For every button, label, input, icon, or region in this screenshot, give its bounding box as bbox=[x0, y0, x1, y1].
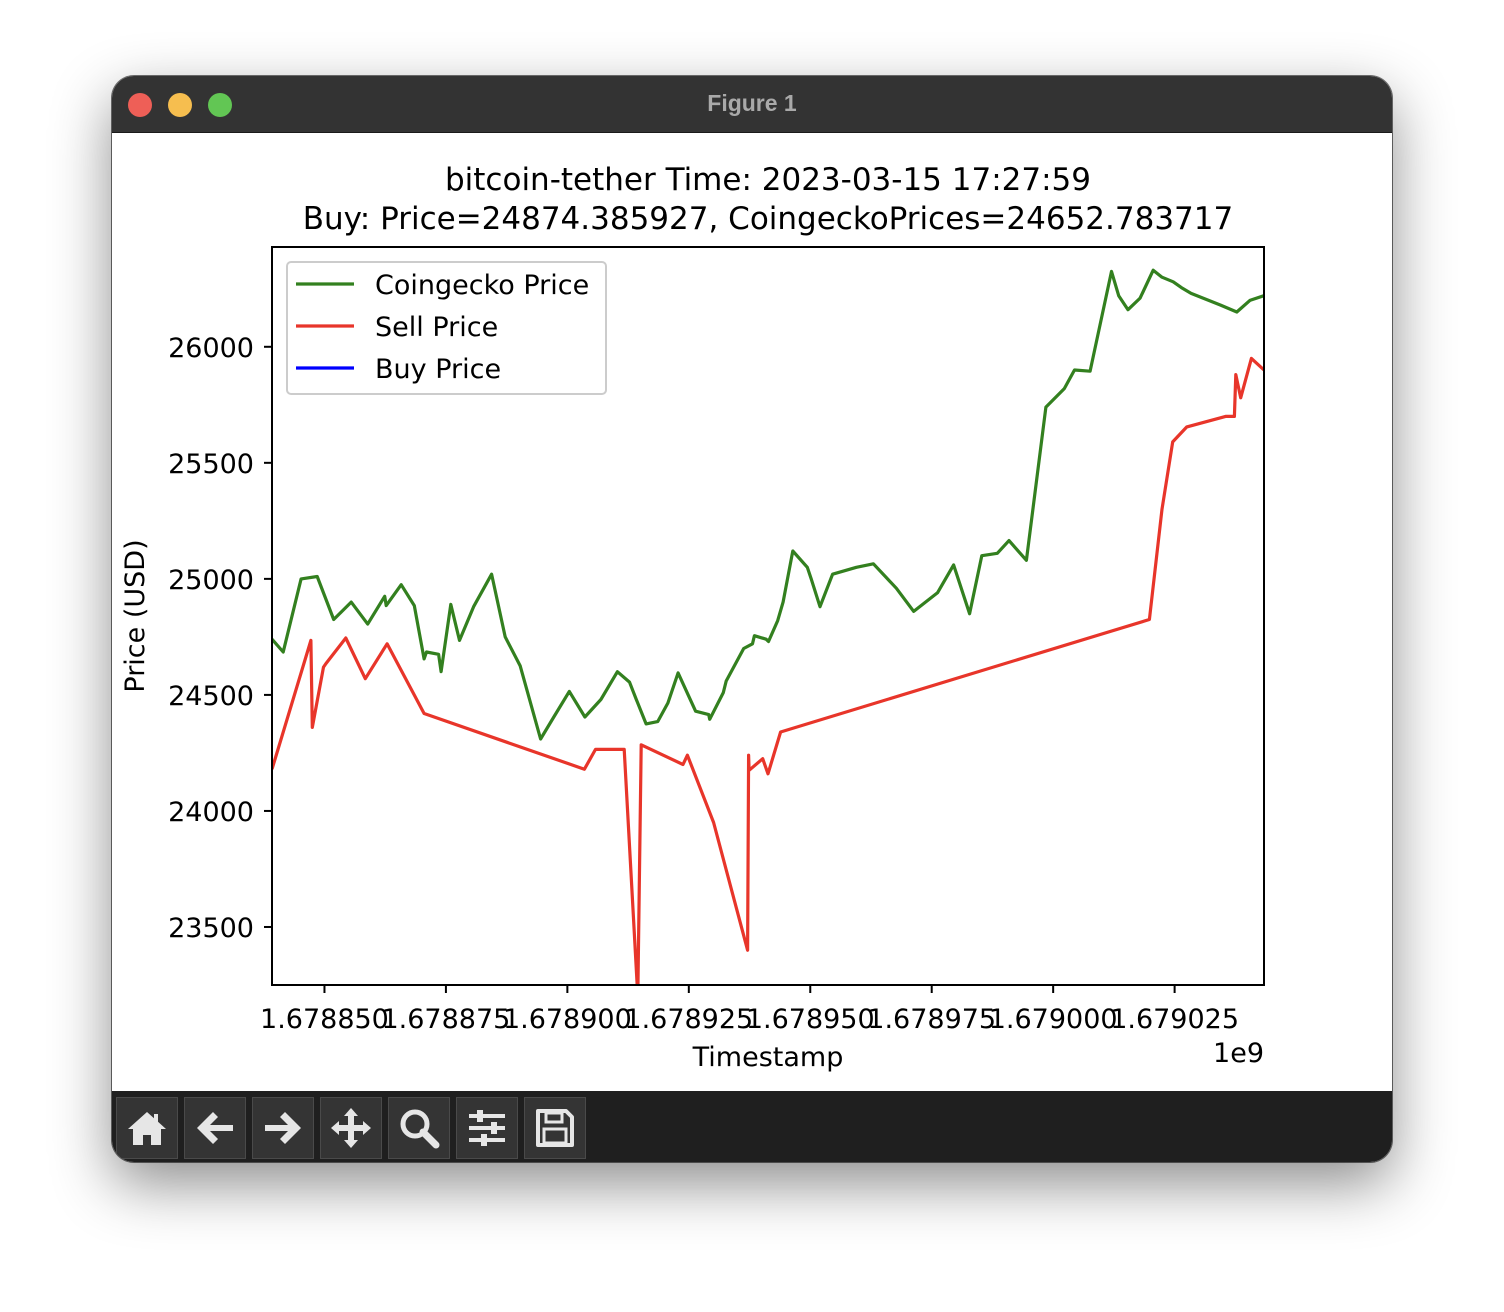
arrow-left-icon bbox=[197, 1112, 233, 1144]
y-axis-label: Price (USD) bbox=[120, 539, 151, 692]
legend-label: Coingecko Price bbox=[375, 270, 589, 301]
x-tick-label: 1.678850 bbox=[260, 1004, 389, 1035]
x-tick-label: 1.678950 bbox=[746, 1004, 875, 1035]
forward-button[interactable] bbox=[252, 1097, 314, 1159]
back-button[interactable] bbox=[184, 1097, 246, 1159]
x-axis-label: Timestamp bbox=[692, 1042, 844, 1073]
figure-canvas[interactable]: bitcoin-tether Time: 2023-03-15 17:27:59… bbox=[112, 133, 1392, 1091]
window-title: Figure 1 bbox=[707, 90, 797, 116]
configure-subplots-button[interactable] bbox=[456, 1097, 518, 1159]
y-tick-label: 24500 bbox=[168, 681, 254, 712]
y-tick-label: 26000 bbox=[168, 333, 254, 364]
legend-label: Buy Price bbox=[375, 354, 501, 385]
line-chart: bitcoin-tether Time: 2023-03-15 17:27:59… bbox=[120, 162, 1265, 1073]
x-tick-label: 1.679000 bbox=[989, 1004, 1118, 1035]
plot-frame bbox=[271, 246, 1265, 986]
navigation-toolbar bbox=[112, 1091, 1392, 1162]
home-button[interactable] bbox=[116, 1097, 178, 1159]
x-tick-label: 1.678925 bbox=[624, 1004, 753, 1035]
search-icon bbox=[400, 1109, 440, 1149]
x-tick-label: 1.679025 bbox=[1110, 1004, 1239, 1035]
pan-button[interactable] bbox=[320, 1097, 382, 1159]
chart-title: bitcoin-tether Time: 2023-03-15 17:27:59 bbox=[445, 162, 1091, 198]
x-offset-label: 1e9 bbox=[1213, 1038, 1264, 1069]
x-tick-label: 1.678875 bbox=[381, 1004, 510, 1035]
y-tick-label: 25500 bbox=[168, 449, 254, 480]
chart-subtitle: Buy: Price=24874.385927, CoingeckoPrices… bbox=[303, 201, 1233, 237]
save-button[interactable] bbox=[524, 1097, 586, 1159]
move-icon bbox=[331, 1108, 371, 1148]
figure-window: Figure 1 bitcoin-tether Time: 2023-03-15… bbox=[112, 76, 1392, 1162]
minimize-window-button[interactable] bbox=[168, 93, 192, 117]
x-tick-label: 1.678900 bbox=[503, 1004, 632, 1035]
legend: Coingecko Price Sell Price Buy Price bbox=[286, 261, 607, 395]
floppy-disk-icon bbox=[536, 1109, 574, 1147]
y-tick-label: 25000 bbox=[168, 565, 254, 596]
y-tick-label: 24000 bbox=[168, 797, 254, 828]
legend-label: Sell Price bbox=[375, 312, 498, 343]
close-window-button[interactable] bbox=[128, 93, 152, 117]
zoom-button[interactable] bbox=[388, 1097, 450, 1159]
sliders-icon bbox=[469, 1110, 505, 1146]
y-tick-label: 23500 bbox=[168, 913, 254, 944]
legend-box bbox=[286, 261, 607, 395]
home-icon bbox=[128, 1112, 166, 1145]
series-line-0 bbox=[272, 268, 1264, 741]
title-bar: Figure 1 bbox=[112, 76, 1392, 133]
x-tick-label: 1.678975 bbox=[867, 1004, 996, 1035]
series-line-1 bbox=[272, 356, 1264, 985]
arrow-right-icon bbox=[265, 1112, 301, 1144]
maximize-window-button[interactable] bbox=[208, 93, 232, 117]
